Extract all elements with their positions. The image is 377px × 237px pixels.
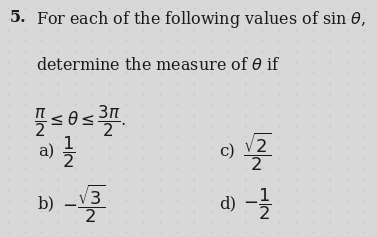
Text: $\dfrac{\sqrt{2}}{2}$: $\dfrac{\sqrt{2}}{2}$: [243, 130, 271, 173]
Text: c): c): [219, 143, 234, 160]
Text: b): b): [38, 195, 55, 212]
Text: $-\dfrac{\sqrt{3}}{2}$: $-\dfrac{\sqrt{3}}{2}$: [62, 182, 106, 225]
Text: $\dfrac{\pi}{2} \leq \theta \leq \dfrac{3\pi}{2}$.: $\dfrac{\pi}{2} \leq \theta \leq \dfrac{…: [34, 104, 126, 140]
Text: a): a): [38, 143, 54, 160]
Text: $\dfrac{1}{2}$: $\dfrac{1}{2}$: [62, 134, 76, 169]
Text: 5.: 5.: [9, 9, 26, 27]
Text: $-\dfrac{1}{2}$: $-\dfrac{1}{2}$: [243, 186, 272, 222]
Text: d): d): [219, 195, 236, 212]
Text: For each of the following values of sin $\theta$,: For each of the following values of sin …: [36, 9, 366, 31]
Text: determine the measure of $\theta$ if: determine the measure of $\theta$ if: [36, 57, 280, 74]
